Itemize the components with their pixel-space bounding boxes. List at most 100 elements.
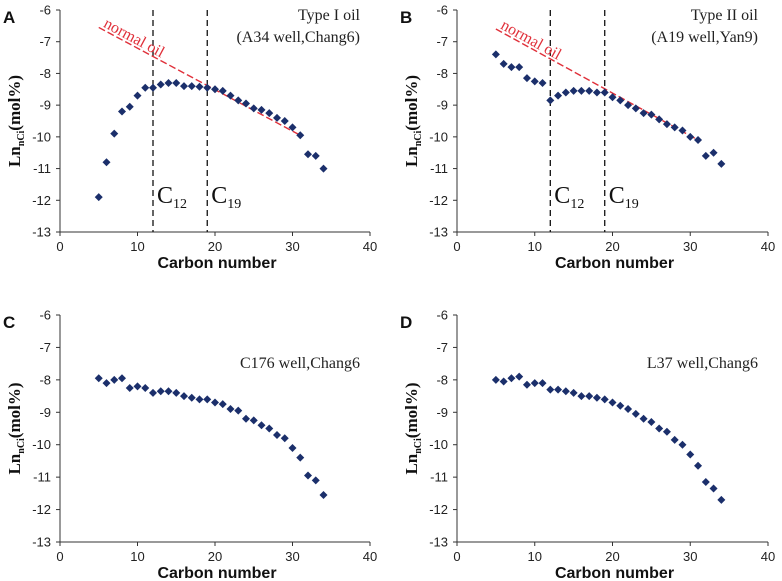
data-point bbox=[195, 82, 204, 91]
data-point bbox=[546, 96, 555, 105]
data-point bbox=[102, 379, 111, 388]
data-point bbox=[616, 401, 625, 410]
y-tick-label: -7 bbox=[436, 34, 448, 49]
data-point bbox=[561, 88, 570, 97]
y-tick-label: -11 bbox=[430, 470, 448, 485]
data-point bbox=[655, 115, 664, 124]
panel-title: Type II oil bbox=[691, 7, 759, 24]
data-point bbox=[211, 85, 219, 94]
data-point bbox=[311, 476, 320, 485]
y-tick-label: -12 bbox=[32, 502, 51, 517]
data-point bbox=[585, 86, 594, 95]
x-tick-label: 30 bbox=[285, 549, 299, 564]
data-point bbox=[234, 406, 243, 415]
data-point bbox=[608, 93, 617, 102]
y-axis-label-main: Ln bbox=[5, 453, 24, 474]
data-point bbox=[701, 151, 710, 160]
data-point bbox=[273, 430, 281, 439]
y-axis-label-unit: (mol%) bbox=[402, 382, 421, 438]
y-axis-label: LnnCi(mol%) bbox=[402, 75, 424, 167]
y-tick-label: -12 bbox=[429, 193, 448, 208]
y-tick-label: -6 bbox=[39, 308, 51, 323]
carbon-marker-subscript: 19 bbox=[625, 197, 639, 212]
data-point bbox=[180, 392, 188, 401]
data-point bbox=[110, 129, 119, 138]
data-point bbox=[133, 382, 142, 391]
x-tick-label: 20 bbox=[208, 549, 222, 564]
y-tick-label: -10 bbox=[32, 129, 51, 144]
x-tick-label: 20 bbox=[605, 239, 619, 254]
data-point bbox=[242, 99, 250, 108]
y-tick-label: -9 bbox=[39, 405, 51, 420]
data-point bbox=[125, 102, 134, 111]
panel-subtitle: (A19 well,Yan9) bbox=[651, 29, 758, 46]
x-tick-label: 30 bbox=[683, 549, 697, 564]
y-tick-label: -11 bbox=[33, 161, 51, 176]
carbon-marker-subscript: 19 bbox=[227, 197, 241, 212]
data-point bbox=[624, 101, 633, 110]
data-point bbox=[187, 393, 196, 402]
x-tick-label: 0 bbox=[453, 549, 460, 564]
x-tick-label: 0 bbox=[56, 239, 63, 254]
carbon-marker-label: C12 bbox=[554, 183, 584, 212]
y-tick-label: -7 bbox=[39, 34, 51, 49]
data-point bbox=[156, 80, 165, 89]
data-point bbox=[296, 131, 305, 140]
data-point bbox=[709, 484, 718, 493]
data-point bbox=[164, 78, 173, 87]
x-tick-label: 20 bbox=[605, 549, 619, 564]
data-point bbox=[538, 78, 547, 87]
data-point bbox=[546, 385, 555, 394]
data-point bbox=[242, 414, 250, 423]
data-point bbox=[226, 405, 235, 414]
data-point bbox=[319, 490, 328, 499]
carbon-marker-letter: C bbox=[609, 183, 625, 209]
y-tick-label: -13 bbox=[429, 535, 448, 550]
y-tick-label: -9 bbox=[436, 405, 448, 420]
y-axis-label-subscript: nCi bbox=[413, 130, 424, 146]
data-point bbox=[149, 388, 157, 397]
y-tick-label: -6 bbox=[39, 3, 51, 18]
data-point bbox=[296, 453, 305, 462]
data-point bbox=[110, 375, 119, 384]
data-point bbox=[491, 375, 500, 384]
y-tick-label: -10 bbox=[429, 129, 448, 144]
y-axis-label-unit: (mol%) bbox=[5, 75, 24, 131]
carbon-marker-label: C19 bbox=[609, 183, 639, 212]
data-point bbox=[507, 374, 516, 383]
data-point bbox=[561, 387, 570, 396]
y-axis-label-main: Ln bbox=[5, 146, 24, 167]
data-point bbox=[678, 440, 687, 449]
x-tick-label: 40 bbox=[761, 549, 775, 564]
data-point bbox=[569, 86, 578, 95]
data-point bbox=[102, 158, 111, 167]
data-point bbox=[600, 88, 609, 97]
data-point bbox=[249, 416, 258, 425]
normal-oil-label: normal oil bbox=[498, 17, 565, 64]
data-point bbox=[319, 164, 328, 173]
data-point bbox=[257, 421, 266, 430]
y-axis-label-subscript: nCi bbox=[16, 438, 27, 454]
y-tick-label: -13 bbox=[429, 225, 448, 240]
data-point bbox=[662, 120, 671, 129]
panel-c: C -13 -12 -11 -10 -9 -8 -7 -6 0 10 20 30 40 Carbon num… bbox=[3, 308, 377, 581]
data-point bbox=[507, 63, 516, 72]
y-tick-label: -8 bbox=[436, 372, 448, 387]
y-axis-label: LnnCi(mol%) bbox=[402, 382, 424, 474]
y-tick-label: -11 bbox=[430, 161, 448, 176]
x-tick-label: 30 bbox=[683, 239, 697, 254]
carbon-marker-label: C19 bbox=[211, 183, 241, 212]
data-point bbox=[647, 418, 656, 427]
y-tick-label: -11 bbox=[33, 470, 51, 485]
y-axis-label-unit: (mol%) bbox=[5, 382, 24, 438]
data-point bbox=[234, 96, 243, 105]
x-tick-label: 10 bbox=[130, 549, 144, 564]
x-tick-label: 10 bbox=[528, 239, 542, 254]
data-point bbox=[226, 91, 235, 100]
y-tick-label: -8 bbox=[39, 66, 51, 81]
data-point bbox=[662, 427, 671, 436]
data-point bbox=[203, 83, 212, 92]
data-point bbox=[717, 495, 726, 504]
carbon-marker-label: C12 bbox=[157, 183, 187, 212]
